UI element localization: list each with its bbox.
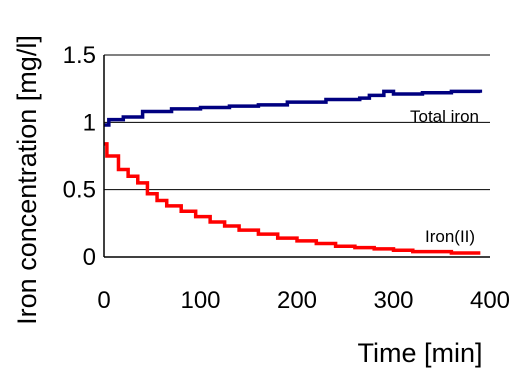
series-line-iron-ii — [104, 142, 481, 255]
series-label-iron-ii: Iron(II) — [425, 227, 475, 246]
x-tick-label: 300 — [373, 287, 413, 314]
y-tick-label: 0.5 — [63, 177, 96, 204]
x-tick-labels: 0 100 200 300 400 — [97, 287, 510, 314]
y-tick-labels: 0 0.5 1 1.5 — [63, 42, 96, 271]
y-tick-label: 1 — [83, 109, 96, 136]
y-tick-label: 0 — [83, 244, 96, 271]
series-label-total-iron: Total iron — [410, 107, 479, 126]
plot-series — [104, 89, 483, 255]
x-tick-label: 200 — [277, 287, 317, 314]
x-tick-label: 400 — [470, 287, 510, 314]
x-axis-label: Time [min] — [357, 338, 482, 368]
grid-lines — [104, 54, 490, 191]
series-line-total-iron — [104, 89, 483, 127]
x-tick-label: 100 — [180, 287, 220, 314]
y-axis-label: Iron concentration [mg/l] — [12, 35, 42, 325]
y-tick-label: 1.5 — [63, 42, 96, 69]
x-tick-label: 0 — [97, 287, 110, 314]
